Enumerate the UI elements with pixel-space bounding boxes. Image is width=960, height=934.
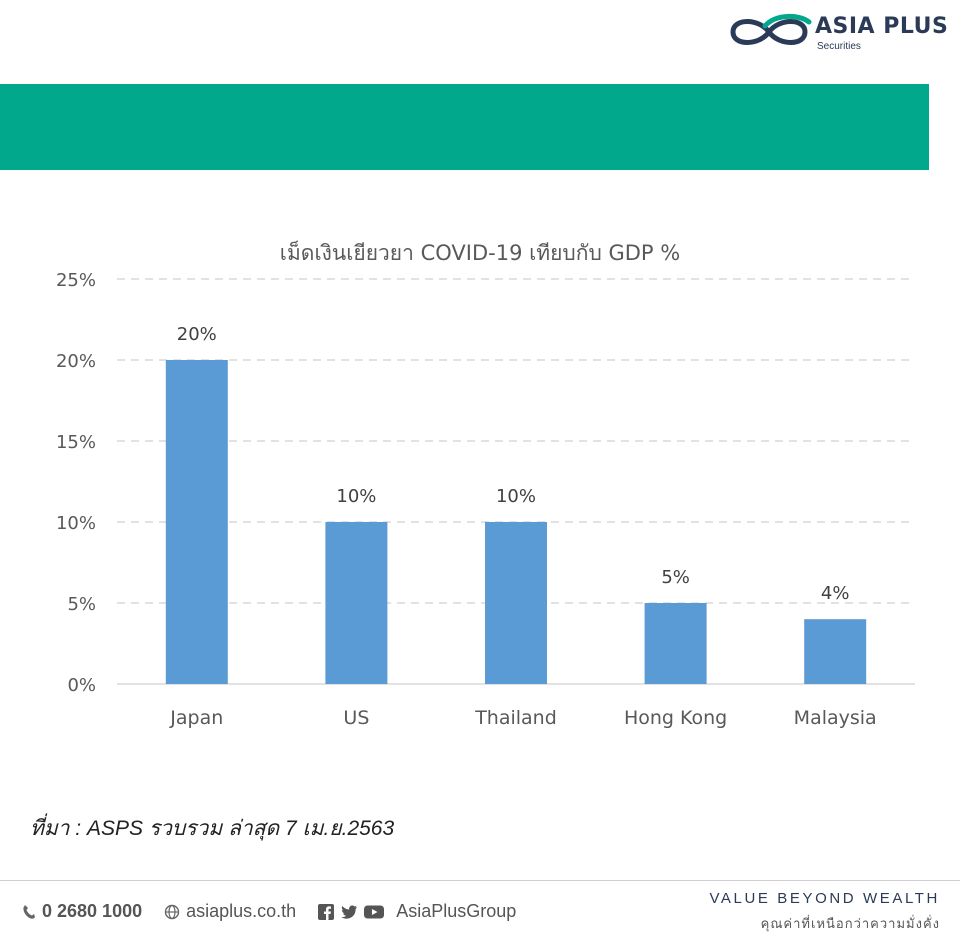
x-tick-label: Japan (169, 707, 223, 729)
bar-us (325, 522, 388, 684)
twitter-icon[interactable] (340, 904, 358, 920)
asia-plus-logo: ASIA PLUS Securities (725, 8, 949, 58)
x-tick-label: Hong Kong (624, 707, 727, 729)
social-item[interactable]: AsiaPlusGroup (318, 901, 516, 922)
phone-number: 0 2680 1000 (42, 901, 143, 921)
bar-chart: เม็ดเงินเยียวยา COVID-19 เทียบกับ GDP % 0… (56, 239, 915, 729)
youtube-icon[interactable] (364, 904, 385, 920)
data-label: 10% (496, 486, 536, 507)
website-link: asiaplus.co.th (186, 901, 297, 921)
source-note: ที่มา : ASPS รวบรวม ล่าสุด 7 เม.ย.2563 (30, 817, 395, 840)
x-tick-label: US (343, 707, 369, 729)
data-label: 20% (177, 324, 217, 345)
chart-title: เม็ดเงินเยียวยา COVID-19 เทียบกับ GDP % (280, 239, 680, 265)
footer-divider (0, 880, 960, 881)
data-label: 4% (821, 583, 850, 604)
footer-contact: 0 2680 1000 asiaplus.co.th AsiaPlusGroup (22, 901, 538, 922)
tagline-th: คุณค่าที่เหนือกว่าความมั่งคั่ง (760, 917, 940, 932)
facebook-icon[interactable] (318, 903, 335, 920)
bar-malaysia (804, 619, 867, 684)
infinity-logo-icon (730, 14, 812, 45)
globe-icon (164, 904, 180, 919)
y-tick-label: 10% (56, 513, 96, 534)
brand-sub: Securities (817, 41, 861, 52)
brand-name: ASIA PLUS (815, 14, 949, 39)
y-tick-label: 15% (56, 432, 96, 453)
bar-hong-kong (644, 603, 707, 684)
y-tick-label: 5% (67, 594, 96, 615)
social-handle: AsiaPlusGroup (396, 901, 517, 921)
chart-container: เม็ดเงินเยียวยา COVID-19 เทียบกับ GDP % 0… (0, 220, 960, 740)
x-tick-label: Malaysia (794, 707, 877, 729)
bar-japan (165, 360, 228, 684)
y-tick-label: 25% (56, 270, 96, 291)
x-tick-label: Thailand (474, 707, 557, 729)
tagline-en: VALUE BEYOND WEALTH (709, 890, 940, 907)
data-label: 5% (661, 567, 690, 588)
website-item[interactable]: asiaplus.co.th (164, 901, 296, 922)
phone-item[interactable]: 0 2680 1000 (22, 901, 142, 922)
phone-icon (23, 904, 35, 919)
data-label: 10% (336, 486, 376, 507)
header-banner (0, 84, 929, 170)
tagline: VALUE BEYOND WEALTH คุณค่าที่เหนือกว่าคว… (709, 890, 940, 934)
bar-thailand (485, 522, 547, 684)
social-icons (318, 903, 390, 920)
y-tick-label: 20% (56, 351, 96, 372)
y-tick-label: 0% (67, 675, 96, 696)
